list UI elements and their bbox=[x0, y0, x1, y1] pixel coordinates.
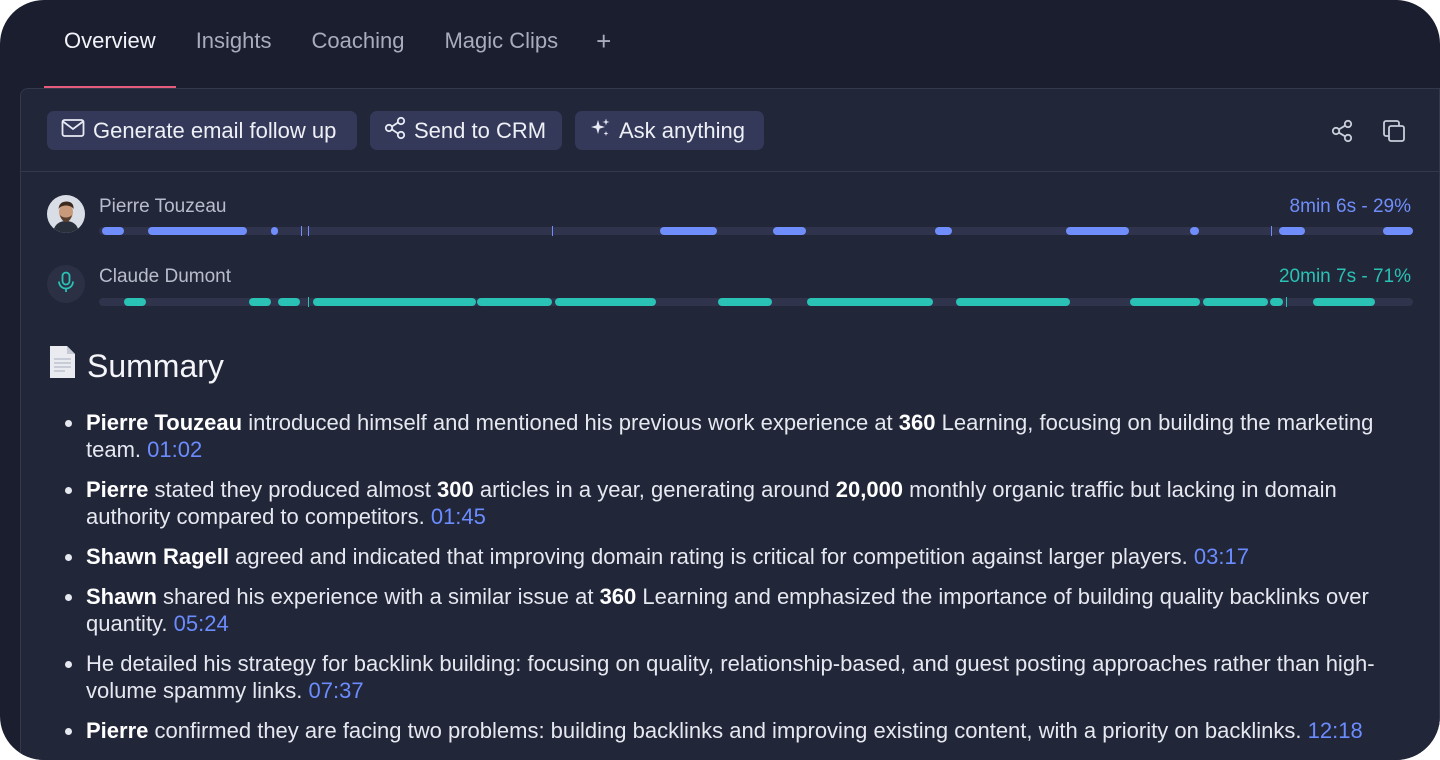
talk-segment[interactable] bbox=[552, 226, 554, 236]
send-to-crm-label: Send to CRM bbox=[414, 117, 547, 143]
talk-segment[interactable] bbox=[1066, 227, 1130, 235]
list-item: Pierre confirmed they are facing two pro… bbox=[65, 717, 1395, 744]
talk-segment[interactable] bbox=[554, 298, 657, 306]
talk-segment[interactable] bbox=[1202, 298, 1269, 306]
copy-icon[interactable] bbox=[1380, 117, 1408, 145]
list-item: Shawn shared his experience with a simil… bbox=[65, 583, 1395, 637]
tab-bar: Overview Insights Coaching Magic Clips + bbox=[44, 0, 629, 88]
timestamp-link[interactable]: 03:17 bbox=[1193, 544, 1249, 569]
timestamp-link[interactable]: 01:02 bbox=[147, 437, 203, 462]
summary-title: Summary bbox=[87, 347, 224, 384]
tab-magic-clips[interactable]: Magic Clips bbox=[444, 28, 559, 53]
talk-segment[interactable] bbox=[955, 298, 1071, 306]
talk-segment[interactable] bbox=[1278, 227, 1306, 235]
timestamp-link[interactable]: 12:18 bbox=[1307, 718, 1363, 743]
avatar bbox=[47, 195, 85, 233]
talk-segment[interactable] bbox=[271, 227, 278, 235]
toolbar: Generate email follow up Send to CRM bbox=[21, 89, 1439, 172]
list-item: Shawn Ragell agreed and indicated that i… bbox=[65, 543, 1395, 570]
talk-segment[interactable] bbox=[1130, 298, 1201, 306]
talk-segment[interactable] bbox=[717, 298, 772, 306]
talk-segment[interactable] bbox=[1269, 298, 1283, 306]
talk-segment[interactable] bbox=[1189, 227, 1199, 235]
document-icon bbox=[47, 345, 77, 387]
talk-segment[interactable] bbox=[1271, 226, 1273, 236]
summary-heading: Summary bbox=[47, 345, 224, 387]
talk-segment[interactable] bbox=[1313, 298, 1375, 306]
talk-segment[interactable] bbox=[1382, 227, 1413, 235]
share-icon[interactable] bbox=[1328, 117, 1356, 145]
timestamp-link[interactable]: 01:45 bbox=[430, 504, 486, 529]
speaker-name: Claude Dumont bbox=[99, 266, 232, 287]
talk-segment[interactable] bbox=[301, 226, 303, 236]
tab-overview[interactable]: Overview bbox=[44, 0, 176, 88]
send-to-crm-button[interactable]: Send to CRM bbox=[370, 111, 562, 150]
share-nodes-icon bbox=[384, 116, 406, 146]
ask-anything-label: Ask anything bbox=[619, 117, 745, 143]
talk-segment[interactable] bbox=[248, 298, 272, 306]
list-item: Pierre Touzeau introduced himself and me… bbox=[65, 409, 1395, 463]
speaker-row-pierre: Pierre Touzeau 8min 6s - 29% bbox=[21, 193, 1439, 253]
avatar bbox=[47, 265, 85, 303]
talk-segment[interactable] bbox=[123, 298, 147, 306]
talk-timeline-claude[interactable] bbox=[99, 297, 1413, 307]
generate-email-button[interactable]: Generate email follow up bbox=[47, 111, 357, 150]
talk-segment[interactable] bbox=[307, 226, 309, 236]
microphone-icon bbox=[57, 271, 75, 298]
talk-timeline-pierre[interactable] bbox=[99, 226, 1413, 236]
talk-segment[interactable] bbox=[477, 298, 553, 306]
talk-segment[interactable] bbox=[773, 227, 806, 235]
generate-email-label: Generate email follow up bbox=[93, 117, 337, 143]
talk-segment[interactable] bbox=[313, 298, 477, 306]
timestamp-link[interactable]: 07:37 bbox=[308, 678, 364, 703]
tab-coaching[interactable]: Coaching bbox=[311, 28, 405, 53]
talk-segment[interactable] bbox=[277, 298, 301, 306]
mail-icon bbox=[61, 118, 85, 144]
timestamp-link[interactable]: 05:24 bbox=[173, 611, 229, 636]
talk-segment[interactable] bbox=[147, 227, 248, 235]
talk-segment[interactable] bbox=[807, 298, 934, 306]
talk-segment[interactable] bbox=[1285, 297, 1287, 307]
talk-segment[interactable] bbox=[101, 227, 124, 235]
tab-insights[interactable]: Insights bbox=[195, 28, 272, 53]
sparkles-icon bbox=[589, 117, 611, 145]
list-item: Pierre stated they produced almost 300 a… bbox=[65, 476, 1395, 530]
add-tab-button[interactable]: + bbox=[596, 25, 612, 56]
overview-panel: Generate email follow up Send to CRM bbox=[20, 88, 1440, 760]
speaker-row-claude: Claude Dumont 20min 7s - 71% bbox=[21, 263, 1439, 323]
speaker-name: Pierre Touzeau bbox=[99, 196, 227, 217]
summary-list: Pierre Touzeau introduced himself and me… bbox=[65, 409, 1395, 757]
talk-segment[interactable] bbox=[660, 227, 717, 235]
talk-segment[interactable] bbox=[307, 297, 309, 307]
speaker-talk-time: 20min 7s - 71% bbox=[1278, 266, 1411, 287]
speaker-talk-time: 8min 6s - 29% bbox=[1289, 196, 1411, 217]
list-item: He detailed his strategy for backlink bu… bbox=[65, 650, 1395, 704]
ask-anything-button[interactable]: Ask anything bbox=[575, 111, 764, 150]
talk-segment[interactable] bbox=[934, 227, 952, 235]
